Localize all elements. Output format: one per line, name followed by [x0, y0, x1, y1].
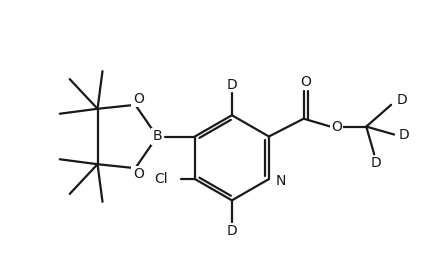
Text: O: O	[331, 120, 342, 133]
Text: D: D	[227, 224, 237, 238]
Text: D: D	[371, 156, 381, 170]
Text: D: D	[399, 127, 410, 141]
Text: O: O	[133, 167, 144, 181]
Text: N: N	[276, 174, 286, 188]
Text: B: B	[152, 129, 162, 144]
Text: Cl: Cl	[155, 172, 168, 186]
Text: D: D	[227, 78, 237, 91]
Text: D: D	[397, 93, 408, 107]
Text: O: O	[300, 75, 311, 89]
Text: O: O	[133, 92, 144, 106]
